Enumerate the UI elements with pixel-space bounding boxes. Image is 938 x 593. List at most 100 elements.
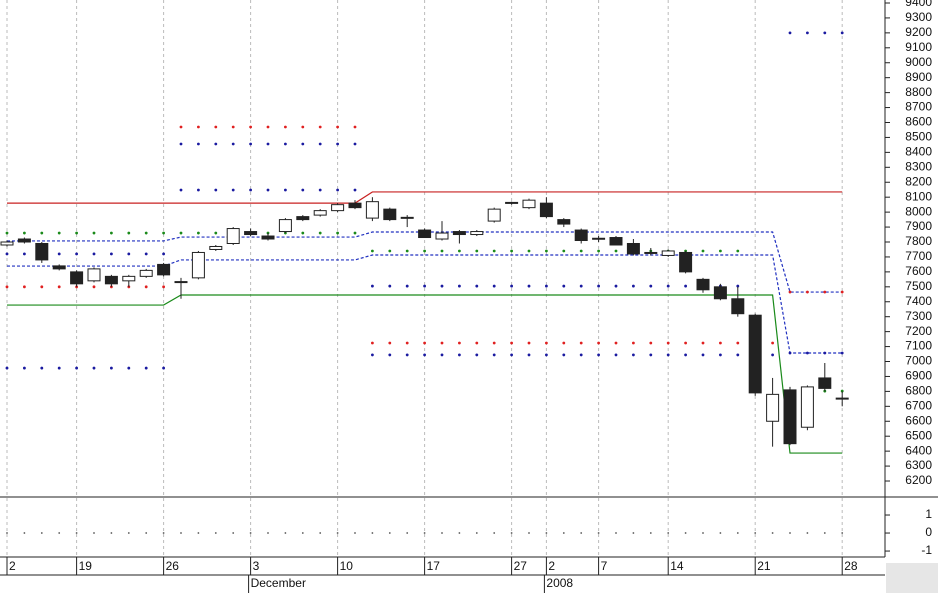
lower-dot (719, 532, 722, 534)
indicator-dot (614, 284, 618, 288)
lower-dot (580, 532, 583, 534)
x-tick-label: 14 (670, 559, 684, 573)
indicator-dot (92, 231, 96, 235)
indicator-dot (179, 231, 183, 235)
indicator-dot (144, 231, 148, 235)
lower-dot (736, 532, 739, 534)
y-tick-label: 1 (925, 507, 932, 521)
candle-body (557, 219, 571, 225)
indicator-dot (649, 353, 653, 357)
candle-body (783, 389, 797, 445)
indicator-dot (162, 366, 166, 370)
indicator-dot (405, 249, 409, 253)
lower-dot (475, 532, 478, 534)
indicator-dot (597, 249, 600, 253)
indicator-dot (475, 284, 479, 288)
indicator-dot (719, 353, 722, 357)
indicator-dot (423, 341, 426, 345)
indicator-dot (823, 351, 827, 355)
indicator-dot (423, 353, 426, 357)
indicator-dot (701, 353, 705, 357)
indicator-dot (579, 284, 583, 288)
indicator-dot (179, 142, 183, 146)
indicator-dot (57, 285, 61, 289)
lower-dot (145, 532, 148, 534)
indicator-dot (197, 231, 200, 235)
y-tick-label: 8500 (905, 130, 932, 144)
lower-dot (354, 532, 356, 534)
indicator-dot (597, 341, 600, 345)
indicator-line (7, 191, 843, 204)
candle-body (0, 241, 14, 246)
indicator-dot (666, 353, 670, 357)
indicator-dot (110, 366, 113, 370)
indicator-dot (284, 188, 287, 192)
indicator-dot (353, 142, 357, 146)
indicator-dot (231, 142, 235, 146)
candle-body (35, 242, 49, 261)
y-tick-label: 6500 (905, 428, 932, 442)
indicator-dot (162, 231, 166, 235)
candle-body (609, 237, 623, 246)
candle-body (539, 202, 553, 218)
indicator-dot (75, 231, 78, 235)
indicator-dot (40, 231, 44, 235)
indicator-dot (806, 31, 809, 35)
month-label: 2008 (546, 576, 573, 590)
indicator-dot (162, 252, 166, 256)
candle-body (348, 202, 362, 209)
y-tick-label: 8300 (905, 159, 932, 173)
indicator-dot (806, 290, 809, 294)
candle-body (505, 201, 519, 204)
indicator-dot (510, 353, 513, 357)
lower-dot (458, 532, 461, 534)
x-tick-label: 3 (253, 559, 260, 573)
x-tick-label: 2 (548, 559, 555, 573)
indicator-dot (405, 353, 409, 357)
indicator-dot (562, 341, 566, 345)
x-tick-label: 7 (601, 559, 608, 573)
lower-dot (841, 532, 844, 534)
indicator-dot (371, 284, 374, 288)
indicator-dot (388, 249, 392, 253)
corner (886, 563, 938, 593)
indicator-dot (492, 341, 496, 345)
lower-dot (615, 532, 617, 534)
indicator-dot (458, 341, 461, 345)
indicator-dot (614, 353, 618, 357)
indicator-dot (579, 353, 583, 357)
lower-dot (545, 532, 548, 534)
lower-dot (649, 532, 652, 534)
lower-dot (423, 532, 426, 534)
y-tick-label: 6600 (905, 413, 932, 427)
indicator-dot (771, 341, 774, 345)
indicator-dot (527, 249, 531, 253)
y-tick-label: 7900 (905, 219, 932, 233)
indicator-dot (40, 366, 44, 370)
indicator-dot (788, 351, 792, 355)
indicator-dot (40, 285, 44, 289)
candle-body (522, 199, 536, 209)
candle-body (313, 210, 327, 216)
candle-body (644, 251, 658, 254)
lower-dot (214, 532, 217, 534)
indicator-dot (440, 284, 444, 288)
indicator-dot (684, 341, 687, 345)
indicator-dot (684, 284, 687, 288)
indicator-dot (736, 353, 740, 357)
indicator-dot (823, 290, 827, 294)
indicator-dot (579, 249, 583, 253)
candle-body (574, 229, 588, 242)
indicator-dot (231, 188, 235, 192)
indicator-line (7, 294, 843, 454)
indicator-dot (440, 341, 444, 345)
lower-dot (823, 532, 826, 534)
indicator-dot (57, 366, 61, 370)
indicator-dot (57, 231, 61, 235)
indicator-dot (23, 231, 26, 235)
candle-body (487, 208, 501, 222)
indicator-dot (318, 188, 322, 192)
y-tick-label: 6300 (905, 458, 932, 472)
indicator-dot (214, 125, 218, 129)
candle-body (244, 231, 258, 236)
